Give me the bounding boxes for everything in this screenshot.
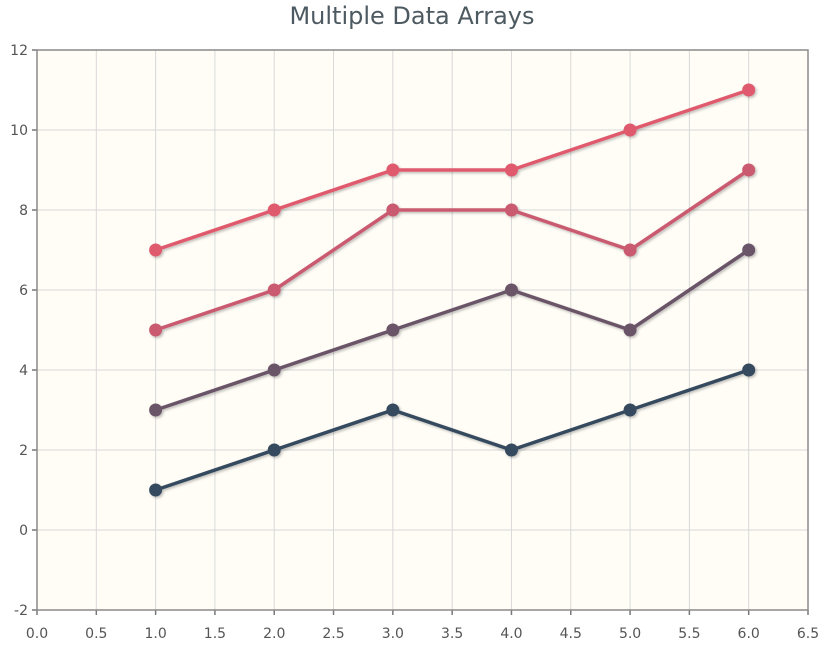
series-1 xyxy=(149,363,756,497)
data-point xyxy=(267,203,281,217)
chart-title: Multiple Data Arrays xyxy=(289,2,534,30)
y-tick-label: 12 xyxy=(10,43,28,59)
y-tick-label: -2 xyxy=(14,603,28,619)
data-point xyxy=(504,163,518,177)
y-tick-label: 6 xyxy=(19,283,28,299)
x-tick-label: 1.0 xyxy=(144,626,166,642)
plot-border xyxy=(36,49,809,611)
y-tick-label: 2 xyxy=(19,443,28,459)
data-point xyxy=(386,403,400,417)
series-3 xyxy=(149,163,756,337)
data-point xyxy=(149,323,163,337)
series-line xyxy=(153,168,751,332)
data-point xyxy=(742,243,756,257)
data-point xyxy=(623,323,637,337)
x-tick-label: 6.5 xyxy=(797,626,819,642)
data-point xyxy=(149,243,163,257)
data-point xyxy=(623,123,637,137)
data-point xyxy=(623,243,637,257)
data-point xyxy=(267,443,281,457)
y-tick-label: 10 xyxy=(10,123,28,139)
axes xyxy=(32,49,809,615)
x-tick-label: 6.0 xyxy=(738,626,760,642)
data-point xyxy=(149,403,163,417)
plot-area xyxy=(37,50,808,610)
series-group xyxy=(149,83,756,497)
x-tick-label: 3.5 xyxy=(441,626,463,642)
series-line xyxy=(153,88,751,252)
x-tick-label: 2.5 xyxy=(322,626,344,642)
x-tick-label: 1.5 xyxy=(204,626,226,642)
x-tick-label: 2.0 xyxy=(263,626,285,642)
x-tick-label: 0.0 xyxy=(26,626,48,642)
data-point xyxy=(149,483,163,497)
data-point xyxy=(267,363,281,377)
series-4 xyxy=(149,83,756,257)
x-tick-label: 4.5 xyxy=(560,626,582,642)
x-tick-label: 5.0 xyxy=(619,626,641,642)
tick-labels: 0.0 0.5 1.0 1.5 2.0 2.5 3.0 3.5 4.0 4.5 5.0 5.5 6.0 6… xyxy=(10,43,819,642)
series-line xyxy=(153,248,751,412)
data-point xyxy=(504,443,518,457)
x-tick-label: 5.5 xyxy=(678,626,700,642)
x-tick-label: 4.0 xyxy=(500,626,522,642)
x-tick-label: 0.5 xyxy=(85,626,107,642)
series-line xyxy=(153,368,751,492)
data-point xyxy=(386,163,400,177)
data-point xyxy=(742,363,756,377)
data-point xyxy=(386,203,400,217)
data-point xyxy=(623,403,637,417)
data-point xyxy=(742,83,756,97)
data-point xyxy=(504,203,518,217)
data-point xyxy=(504,283,518,297)
x-tick-label: 3.0 xyxy=(382,626,404,642)
series-2 xyxy=(149,243,756,417)
y-tick-label: 0 xyxy=(19,523,28,539)
y-tick-label: 4 xyxy=(19,363,28,379)
data-point xyxy=(742,163,756,177)
data-point xyxy=(386,323,400,337)
data-point xyxy=(267,283,281,297)
y-tick-label: 8 xyxy=(19,203,28,219)
